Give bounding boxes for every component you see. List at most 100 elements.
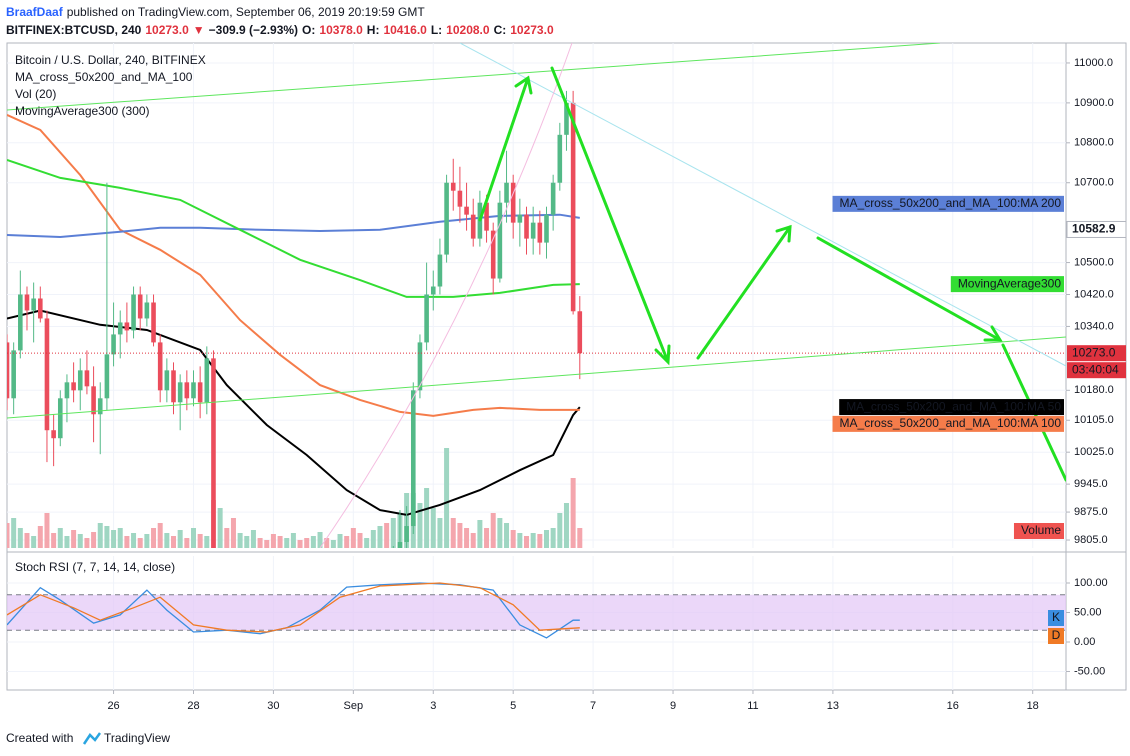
candle-body [530,222,536,239]
axes: 11000.0 10900.0 10800.0 10700.0 10500.0 10420… [107,57,1113,712]
volume-bar [490,513,496,548]
candle-body [444,182,449,255]
y-tick-label: 9875.0 [1074,506,1108,518]
volume-bar [71,530,77,548]
volume-bar [131,533,137,548]
candle-body [137,294,143,319]
candle-body [570,102,576,312]
quote-line: BITFINEX:BTCUSD, 240 10273.0 ▼ −309.9 (−2.9… [6,23,554,37]
candle-body [11,350,16,399]
candle-body [44,318,50,431]
tradingview-logo [82,732,102,745]
volume-bar [230,518,236,548]
volume-bar [250,530,256,548]
volume-bar [64,536,70,548]
x-tick-label: 3 [430,700,436,712]
series-label: MA_cross_50x200_and_MA_100:MA 50 [846,399,1061,413]
y-tick-label: 10340.0 [1074,320,1114,332]
volume-bar [244,536,250,548]
volume-bar [357,533,363,548]
series-label: MovingAverage300 [958,276,1062,290]
series-label: MA_cross_50x200_and_MA_100:MA 200 [840,196,1062,210]
series-label-box [832,195,1064,212]
arc [319,43,573,548]
volume-bar [324,538,330,548]
volume-bar [484,528,490,548]
candle-body [464,206,469,215]
candle-body [18,294,23,351]
candle-body [71,382,76,391]
candle-body [77,370,83,391]
candle-body [7,342,10,399]
volume-bar [570,478,576,548]
volume-bar [157,523,163,548]
candle-body [557,134,563,183]
volume-bar [277,536,283,548]
series-price: 10582.9 [1072,222,1116,236]
volume-bar [504,523,510,548]
candle-body [171,370,176,403]
candle-body [550,182,556,215]
x-tick-label: 13 [827,700,839,712]
candle-body [577,311,583,354]
volume-bar [430,508,436,548]
x-tick-label: 11 [747,700,758,712]
footer-text: Created with [6,731,73,745]
series-label-box [832,415,1064,432]
candle-body [191,382,196,399]
volume-bar [104,526,110,548]
candle-body [164,370,170,391]
arrows [478,66,1066,482]
candle-body [470,214,476,239]
volume-bar [444,448,450,548]
arrow [816,236,1003,342]
trendline [7,336,1066,419]
volume-bar [237,533,243,548]
y-tick-label: 10025.0 [1074,446,1114,458]
volume-bar [264,540,270,548]
rsi-pane [7,582,1066,639]
candle-body [524,214,529,239]
countdown-box [1067,362,1126,379]
candle-body [144,302,150,319]
volume-bar [470,533,476,548]
candle-body [211,358,216,548]
y-tick-label: 10900.0 [1074,97,1114,109]
y-tick-label: 10105.0 [1074,414,1114,426]
volume-bar [524,536,530,548]
volume-bar [370,530,376,548]
volume-bar [344,536,350,548]
volume-bar [17,528,23,548]
pane-title: Stoch RSI (7, 7, 14, 14, close) [15,560,175,574]
volume-label: Volume [1021,523,1061,537]
volume-bar [384,523,390,548]
candle-body [417,342,423,391]
quote-part: 10273.0 [145,23,189,37]
volume-bar [310,536,316,548]
volume-bar [304,538,310,548]
candle-body [177,382,183,403]
drawings [7,43,1066,548]
x-tick-label: Sep [344,700,364,712]
volume-bar [390,518,396,548]
x-tick-label: 26 [107,700,119,712]
volume-bar [31,536,37,548]
volume-bar [424,488,430,548]
volume-bar [550,528,556,548]
volume-bar [437,518,443,548]
volume-label-box [1013,523,1064,539]
candle-body [537,222,543,243]
volume-bar [350,528,356,548]
series-label-box [1048,628,1064,644]
candle-body [517,214,523,223]
quote-part: O: [302,23,315,37]
y-tick-label: 10180.0 [1074,384,1114,396]
candle-body [457,190,463,207]
candle-body [124,322,130,331]
volume-bar [137,538,143,548]
candle-body [31,298,36,311]
candle-body [84,370,90,387]
candle-body [97,398,103,415]
volume-bar [497,518,503,548]
